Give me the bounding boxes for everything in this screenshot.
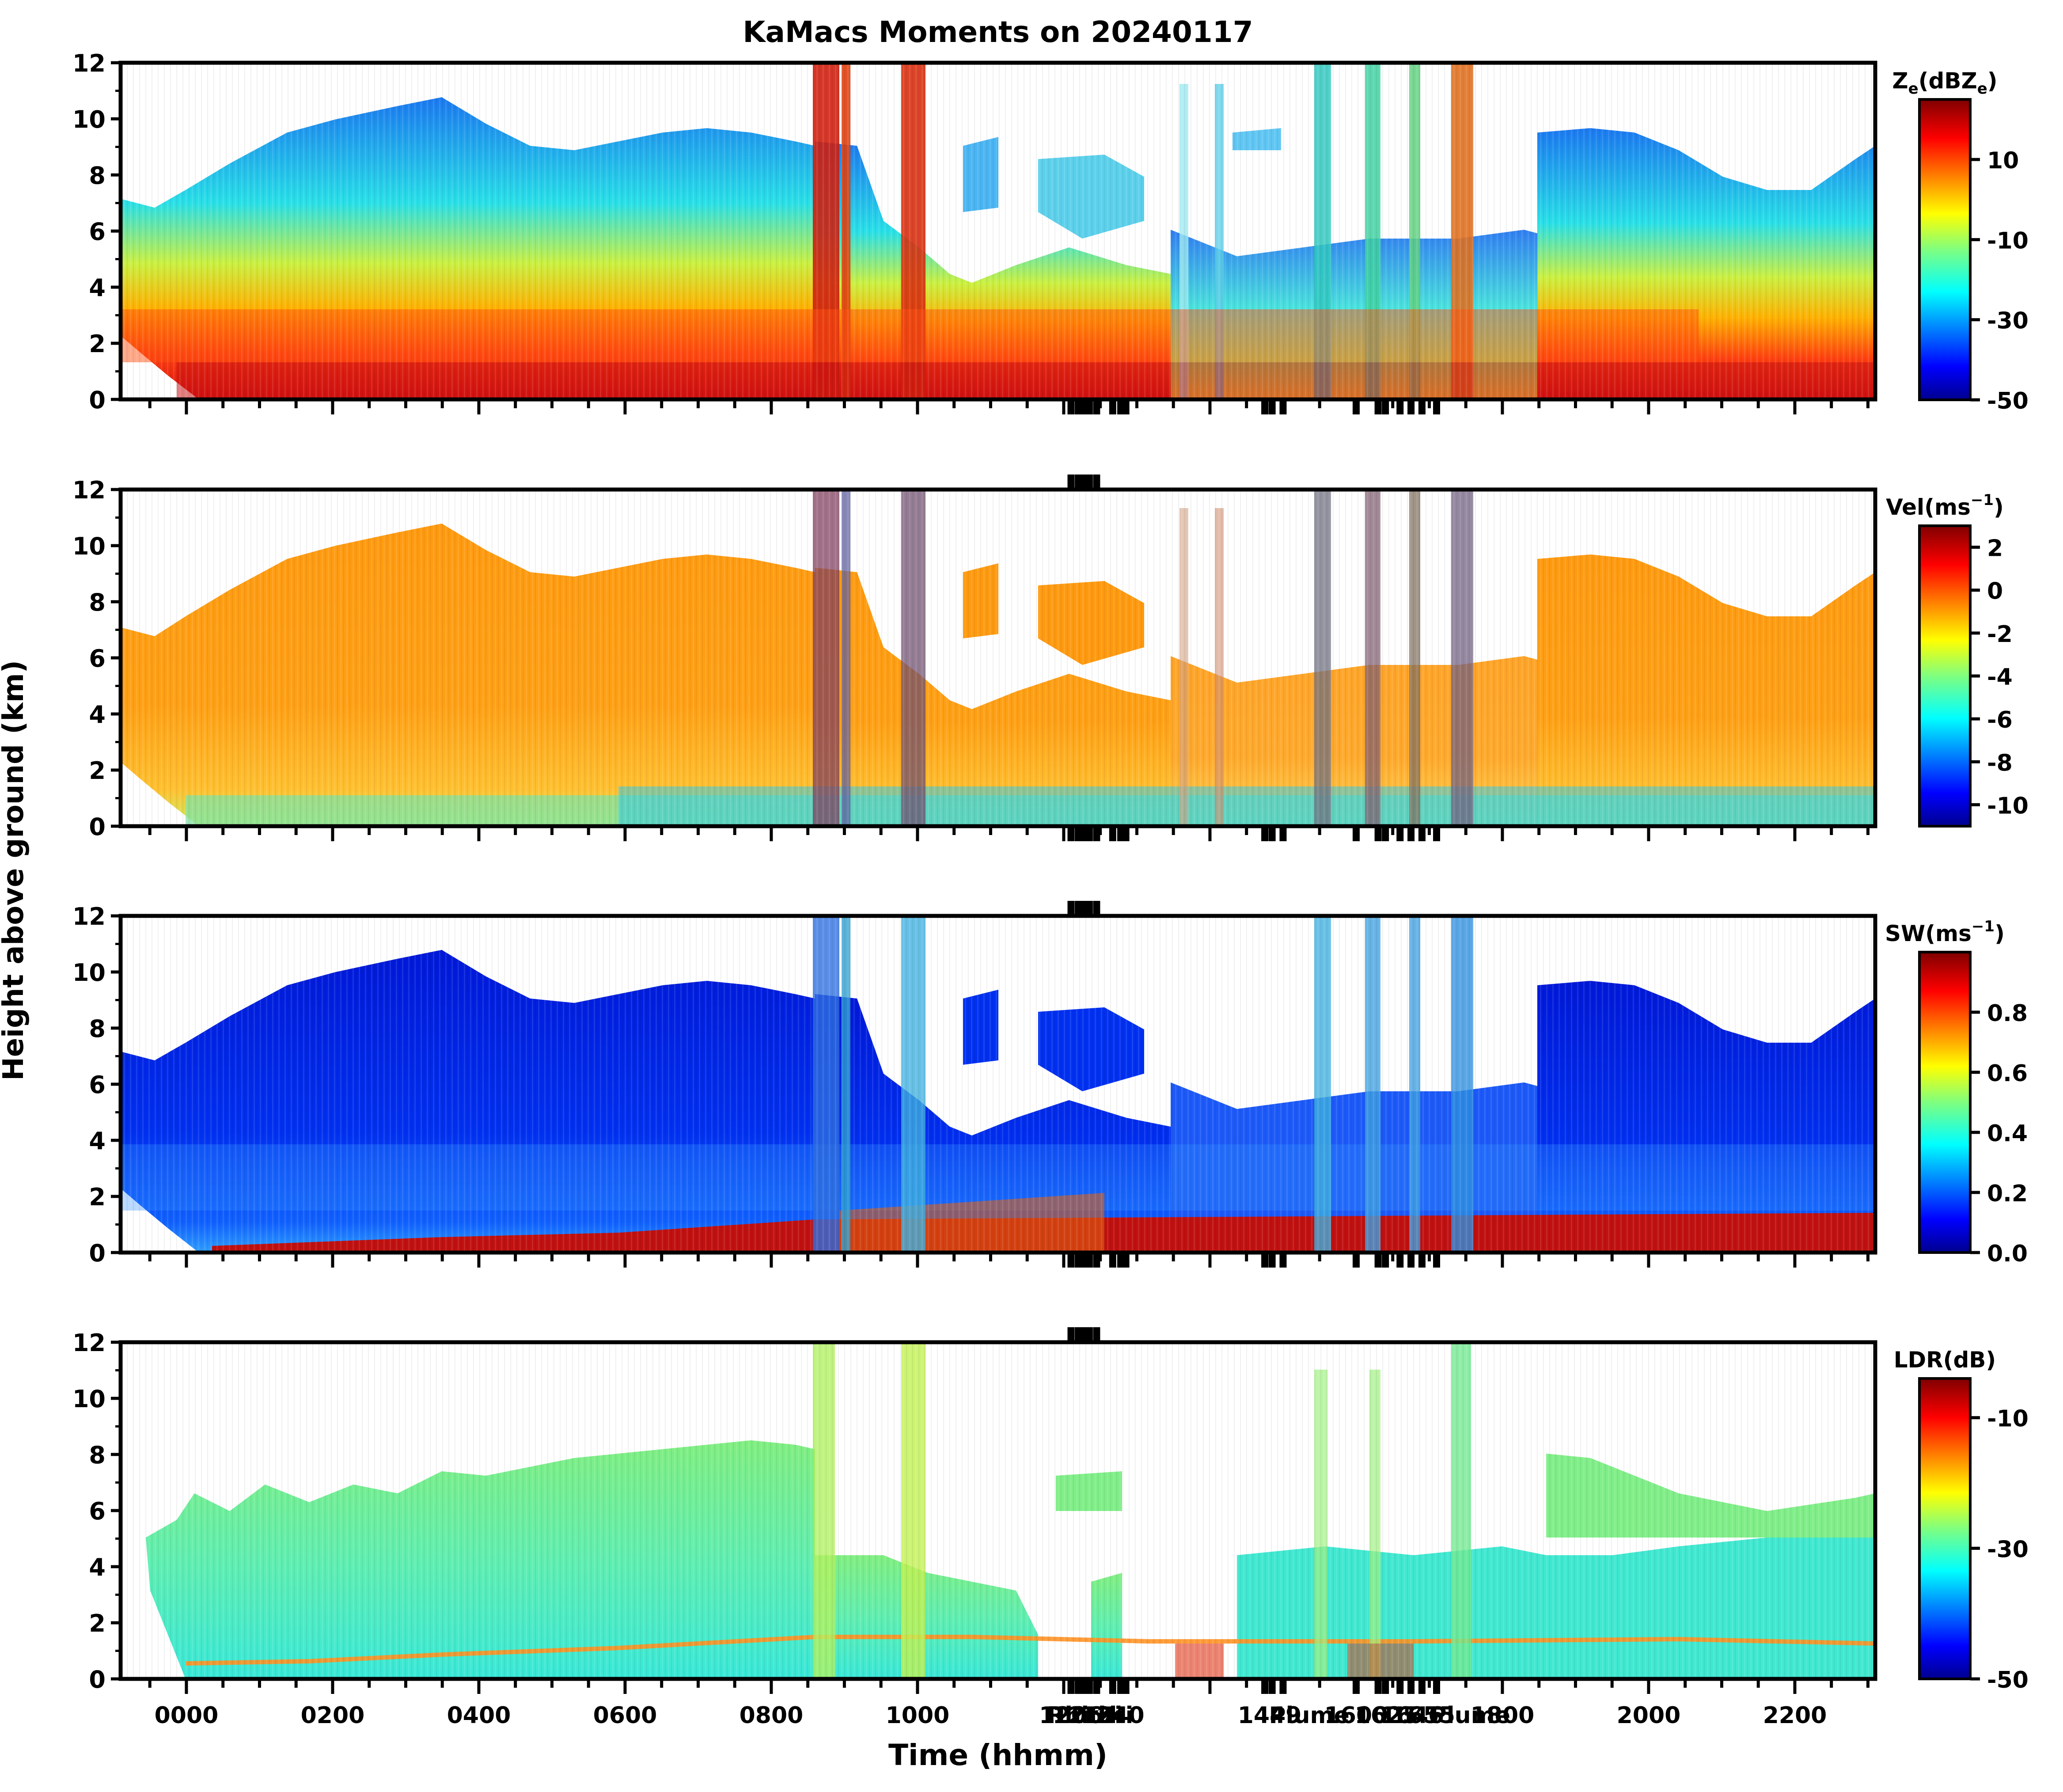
y-tick-label: 4 — [89, 1127, 106, 1155]
colorbar-tick-label: -2 — [1987, 621, 2013, 648]
colorbar-tick-label: 0.6 — [1987, 1060, 2028, 1087]
x-tick-label-event: 1646 — [1380, 1702, 1444, 1729]
colorbar-tick-label: -6 — [1987, 707, 2013, 733]
y-tick-label: 8 — [89, 1015, 106, 1043]
x-tick-label-event: 1217 — [1052, 1702, 1116, 1729]
colorbars: 10 -10 -30 -50 Ze(dBZe) 2 0 -2 -4 -6 -8 -10 Vel(ms−1… — [1885, 68, 2029, 1693]
y-tick-label: 2 — [89, 757, 106, 785]
y-tick-label: 4 — [89, 274, 106, 302]
x-tick-label-event: 1625 — [1355, 1702, 1419, 1729]
x-tick-label: 0600 — [593, 1702, 657, 1729]
y-tick-label: 2 — [89, 330, 106, 358]
colorbar-tick-label: 0.0 — [1987, 1241, 2028, 1267]
x-tick-label-event: 1206 — [1039, 1702, 1103, 1729]
colorbar-tick-label: 0.2 — [1987, 1181, 2028, 1207]
panel-reflectivity — [121, 63, 1875, 399]
colorbar-tick-label: -10 — [1987, 793, 2029, 819]
x-tick-label-event: 1449 — [1238, 1702, 1302, 1729]
colorbar-reflectivity — [1918, 98, 1972, 401]
x-tick-label-scan: Plume — [1430, 1702, 1510, 1729]
colorbar-label: Vel(ms−1) — [1886, 491, 2004, 520]
colorbar-tick-label: -50 — [1987, 388, 2029, 414]
y-tick-label: 6 — [89, 645, 106, 672]
y-tick-label: 10 — [72, 1385, 106, 1413]
y-tick-label: 12 — [72, 49, 106, 77]
y-tick-label: 12 — [72, 476, 106, 504]
colorbar-tick-label: 0.4 — [1987, 1120, 2028, 1147]
x-tick-label: 0000 — [155, 1702, 219, 1729]
colorbar-tick-label: -30 — [1987, 308, 2029, 334]
x-tick-labels: 0000 0200 0400 0600 0800 1000 1800 2000 2200 1206… — [155, 1702, 1827, 1729]
y-tick-label: 8 — [89, 162, 106, 190]
colorbar-tick-label: 0 — [1987, 578, 2003, 605]
y-tick-label: 0 — [89, 813, 106, 841]
colorbar-tick-label: 2 — [1987, 535, 2003, 562]
y-tick-label: 6 — [89, 1497, 106, 1525]
y-tick-label: 0 — [89, 1239, 106, 1267]
y-tick-label: 4 — [89, 1553, 106, 1581]
x-tick-label: 1800 — [1471, 1702, 1535, 1729]
y-axes: 0 2 4 6 8 10 12 0 2 4 6 8 10 12 0 2 4 6 8 10 12 0 2 4 6 8 10 12 — [72, 49, 121, 1693]
colorbar-label: LDR(dB) — [1894, 1347, 1996, 1373]
y-tick-label: 10 — [72, 959, 106, 987]
y-tick-label: 6 — [89, 218, 106, 246]
colorbar-tick-label: -4 — [1987, 664, 2013, 691]
colorbar-tick-label: -10 — [1987, 1406, 2029, 1432]
y-tick-label: 0 — [89, 386, 106, 414]
x-axis-label: Time (hhmm) — [888, 1738, 1107, 1772]
colorbar-velocity — [1918, 524, 1972, 828]
x-tick-label-scan: Rhi — [1047, 1702, 1089, 1729]
colorbar-tick-label: -30 — [1987, 1536, 2029, 1563]
colorbar-label: Ze(dBZe) — [1892, 68, 1997, 98]
colorbar-tick-label: -8 — [1987, 750, 2013, 776]
colorbar-spectrum_width — [1918, 951, 1972, 1254]
x-tick-label: 0200 — [301, 1702, 365, 1729]
colorbar-tick-label: 10 — [1987, 148, 2019, 174]
x-tick-label-scan: Plume — [1269, 1702, 1350, 1729]
x-tick-label-scan: rhi — [1098, 1702, 1134, 1729]
y-tick-label: 10 — [72, 106, 106, 133]
x-tick-label: 2200 — [1763, 1702, 1827, 1729]
colorbar-tick-label: -50 — [1987, 1667, 2029, 1693]
y-tick-label: 10 — [72, 532, 106, 560]
y-tick-label: 2 — [89, 1610, 106, 1637]
y-tick-label: 12 — [72, 1329, 106, 1357]
colorbar-tick-label: 0.8 — [1987, 1000, 2028, 1027]
x-tick-label: 0400 — [447, 1702, 511, 1729]
x-tick-label: 2000 — [1617, 1702, 1681, 1729]
colorbar-ldr — [1918, 1377, 1972, 1680]
y-tick-label: 6 — [89, 1071, 106, 1099]
y-tick-label: 12 — [72, 903, 106, 930]
panel-spectrum-width — [121, 916, 1875, 1253]
x-tick-label: 1000 — [886, 1702, 950, 1729]
y-axis-label: Height above ground (km) — [0, 660, 30, 1081]
figure-title: KaMacs Moments on 20240117 — [743, 15, 1253, 49]
x-tick-label: 0800 — [739, 1702, 804, 1729]
x-tick-label-event: 1600 — [1324, 1702, 1388, 1729]
panel-ldr — [121, 1342, 1875, 1679]
y-tick-label: 4 — [89, 701, 106, 729]
y-tick-label: 8 — [89, 1441, 106, 1469]
y-tick-label: 2 — [89, 1183, 106, 1211]
x-ticks — [148, 399, 1870, 1694]
colorbar-label: SW(ms−1) — [1885, 918, 2005, 946]
y-tick-label: 8 — [89, 588, 106, 616]
y-tick-label: 0 — [89, 1666, 106, 1693]
x-tick-label-event: 1655 — [1391, 1702, 1455, 1729]
panel-velocity — [121, 490, 1875, 826]
colorbar-tick-label: -10 — [1987, 228, 2029, 254]
x-tick-label-scan: rhi — [1087, 1702, 1123, 1729]
x-tick-label-event: 1240 — [1081, 1702, 1145, 1729]
